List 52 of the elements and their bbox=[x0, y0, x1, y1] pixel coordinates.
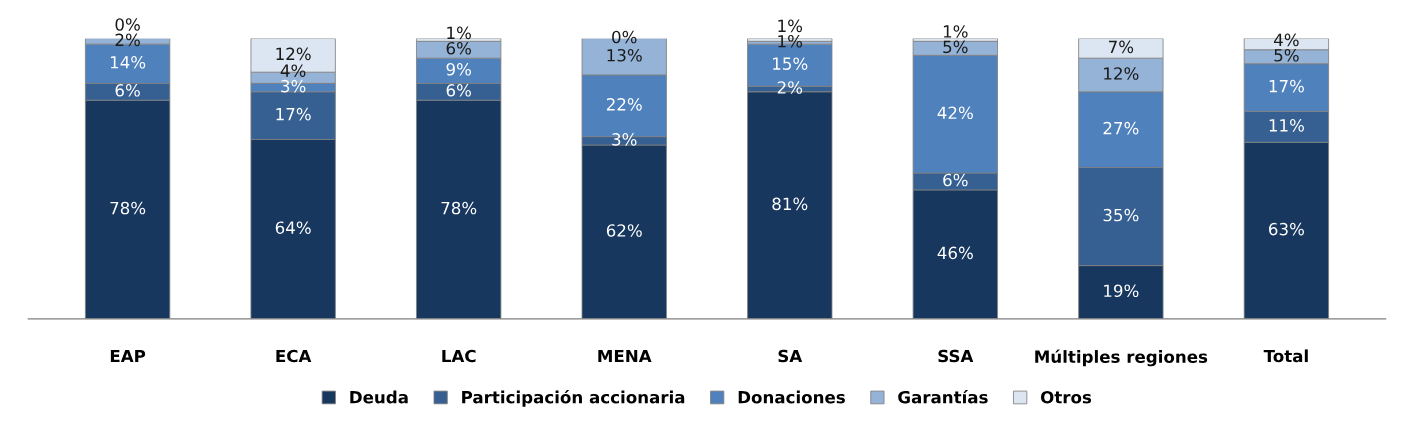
data-label: 46% bbox=[937, 246, 973, 260]
data-label: 22% bbox=[606, 98, 642, 111]
data-label: 27% bbox=[1103, 121, 1139, 135]
x-tick-label: Múltiples regiones bbox=[1035, 349, 1208, 367]
legend-label: Donaciones bbox=[738, 390, 845, 404]
data-label: 12% bbox=[276, 47, 311, 61]
x-tick-label: Total bbox=[1263, 349, 1308, 363]
data-label: 1% bbox=[778, 19, 803, 33]
data-label: 6% bbox=[446, 41, 471, 55]
data-label: 0% bbox=[612, 30, 637, 44]
data-label: 81% bbox=[772, 197, 808, 211]
data-label: 15% bbox=[773, 57, 808, 70]
data-label: 35% bbox=[1103, 208, 1139, 222]
data-label: 19% bbox=[1104, 284, 1139, 298]
data-label: 12% bbox=[1104, 67, 1139, 80]
data-label: 5% bbox=[1274, 48, 1299, 62]
legend-label: Otros bbox=[1040, 390, 1092, 404]
data-label: 1% bbox=[447, 26, 471, 40]
data-label: 9% bbox=[446, 62, 471, 76]
x-tick-label: SSA bbox=[938, 349, 974, 363]
legend-label: Participación accionaria bbox=[462, 389, 685, 407]
legend-label: Deuda bbox=[350, 390, 408, 404]
data-label: 6% bbox=[446, 84, 471, 97]
x-tick-label: SA bbox=[778, 349, 803, 363]
legend-label: Garantías bbox=[898, 389, 988, 404]
data-label: 0% bbox=[115, 18, 140, 31]
data-label: 63% bbox=[1269, 222, 1304, 236]
x-tick-label: ECA bbox=[276, 349, 312, 363]
data-label: 78% bbox=[110, 201, 146, 215]
data-label: 1% bbox=[778, 34, 803, 48]
data-label: 14% bbox=[110, 55, 146, 69]
data-label: 6% bbox=[943, 173, 968, 187]
data-label: 1% bbox=[943, 25, 968, 38]
data-label: 4% bbox=[1273, 33, 1299, 47]
data-label: 7% bbox=[1109, 40, 1134, 54]
x-tick-label: EAP bbox=[110, 349, 146, 363]
data-label: 3% bbox=[612, 133, 637, 146]
x-tick-label: MENA bbox=[598, 349, 652, 363]
data-label: 13% bbox=[607, 48, 642, 62]
data-label: 64% bbox=[275, 221, 311, 234]
data-label: 6% bbox=[115, 84, 140, 97]
data-label: 78% bbox=[441, 201, 477, 215]
data-label: 4% bbox=[280, 64, 306, 77]
data-label: 11% bbox=[1269, 119, 1304, 132]
data-label: 17% bbox=[276, 107, 311, 121]
x-tick-label: LAC bbox=[442, 349, 476, 363]
data-label: 42% bbox=[937, 106, 973, 120]
data-label: 5% bbox=[943, 40, 968, 54]
data-label: 2% bbox=[777, 81, 803, 94]
data-label: 3% bbox=[281, 79, 306, 93]
data-label: 62% bbox=[606, 224, 642, 237]
data-label: 17% bbox=[1269, 79, 1304, 93]
